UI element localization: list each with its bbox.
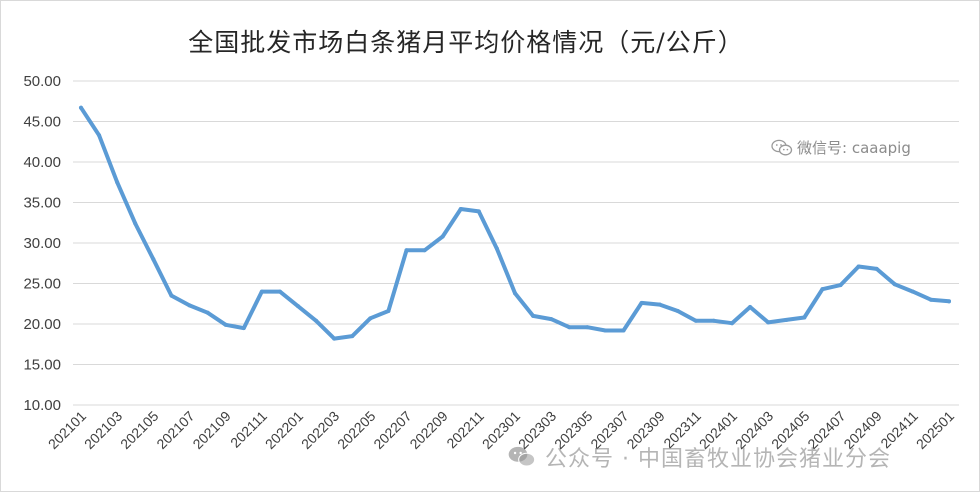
data-point	[675, 309, 680, 314]
data-point	[296, 304, 300, 309]
data-point	[151, 257, 156, 262]
wechat-icon	[508, 446, 536, 467]
y-axis-ticks: 10.00 15.00 20.00 25.00 30.00 35.00 40.00 45.00…	[23, 73, 61, 414]
official-account-watermark: 公众号 · 中国畜牧业协会猪业分会	[507, 441, 891, 473]
x-tick-label: 202105	[117, 408, 161, 452]
data-point	[440, 234, 445, 239]
data-point	[531, 313, 536, 318]
y-tick-label: 20.00	[23, 316, 61, 333]
y-tick-label: 45.00	[23, 114, 61, 131]
data-point	[693, 318, 698, 323]
wechat-id-text: 微信号: caaapig	[797, 139, 911, 157]
data-point	[476, 209, 481, 214]
y-tick-label: 35.00	[23, 195, 61, 212]
grid-lines	[73, 80, 959, 406]
data-point	[639, 300, 644, 305]
data-point	[169, 293, 174, 298]
data-point	[115, 180, 120, 185]
data-point	[838, 283, 843, 288]
data-point	[730, 321, 734, 326]
data-point	[910, 289, 915, 294]
data-point	[205, 310, 210, 315]
data-point	[350, 334, 355, 339]
data-point	[567, 325, 572, 330]
data-point	[422, 248, 427, 253]
x-tick-label: 202203	[298, 408, 342, 452]
y-tick-label: 15.00	[23, 357, 61, 374]
data-point	[585, 325, 590, 330]
series-layer	[79, 105, 951, 341]
data-point	[766, 320, 771, 325]
data-point	[314, 318, 319, 323]
y-tick-label: 10.00	[23, 397, 61, 414]
x-tick-label: 202207	[370, 408, 414, 452]
data-point	[332, 336, 337, 341]
y-tick-label: 25.00	[23, 276, 61, 293]
x-tick-label: 202103	[81, 408, 125, 452]
x-tick-label: 202101	[45, 408, 89, 452]
data-point	[404, 248, 409, 253]
data-point	[784, 317, 789, 322]
x-tick-label: 202501	[913, 408, 957, 452]
data-point	[223, 322, 228, 327]
data-point	[874, 266, 879, 271]
chart-title: 全国批发市场白条猪月平均价格情况（元/公斤）	[188, 28, 744, 57]
x-tick-label: 202211	[443, 408, 487, 452]
data-point	[748, 304, 753, 309]
x-tick-label: 202107	[153, 408, 197, 452]
data-point	[79, 105, 83, 110]
x-tick-label: 202111	[227, 408, 270, 451]
data-point	[494, 246, 499, 251]
y-tick-label: 50.00	[23, 73, 61, 90]
data-point	[802, 315, 807, 320]
data-point	[259, 289, 264, 294]
data-point	[277, 289, 282, 294]
data-point	[856, 264, 861, 269]
wechat-icon	[771, 139, 793, 155]
data-point	[513, 291, 517, 296]
data-point	[241, 326, 246, 331]
data-point	[820, 287, 825, 292]
data-point	[97, 133, 102, 138]
data-point	[133, 221, 138, 226]
data-point	[892, 282, 897, 287]
wechat-id-watermark: 微信号: caaapig	[771, 137, 911, 158]
data-point	[947, 299, 951, 304]
y-tick-label: 40.00	[23, 154, 61, 171]
data-point	[187, 303, 192, 308]
x-tick-label: 202109	[189, 408, 233, 452]
data-point	[549, 317, 554, 322]
data-point	[657, 302, 662, 307]
official-account-text: 公众号 · 中国畜牧业协会猪业分会	[545, 447, 891, 472]
data-point	[386, 309, 391, 314]
x-tick-label: 202209	[406, 408, 450, 452]
x-tick-label: 202205	[334, 408, 378, 452]
data-point	[458, 206, 463, 211]
data-point	[711, 318, 716, 323]
data-point	[368, 316, 373, 321]
data-point	[621, 328, 626, 333]
data-point	[603, 328, 608, 333]
data-point	[928, 297, 933, 302]
x-tick-label: 202201	[262, 408, 306, 452]
y-tick-label: 30.00	[23, 235, 61, 252]
